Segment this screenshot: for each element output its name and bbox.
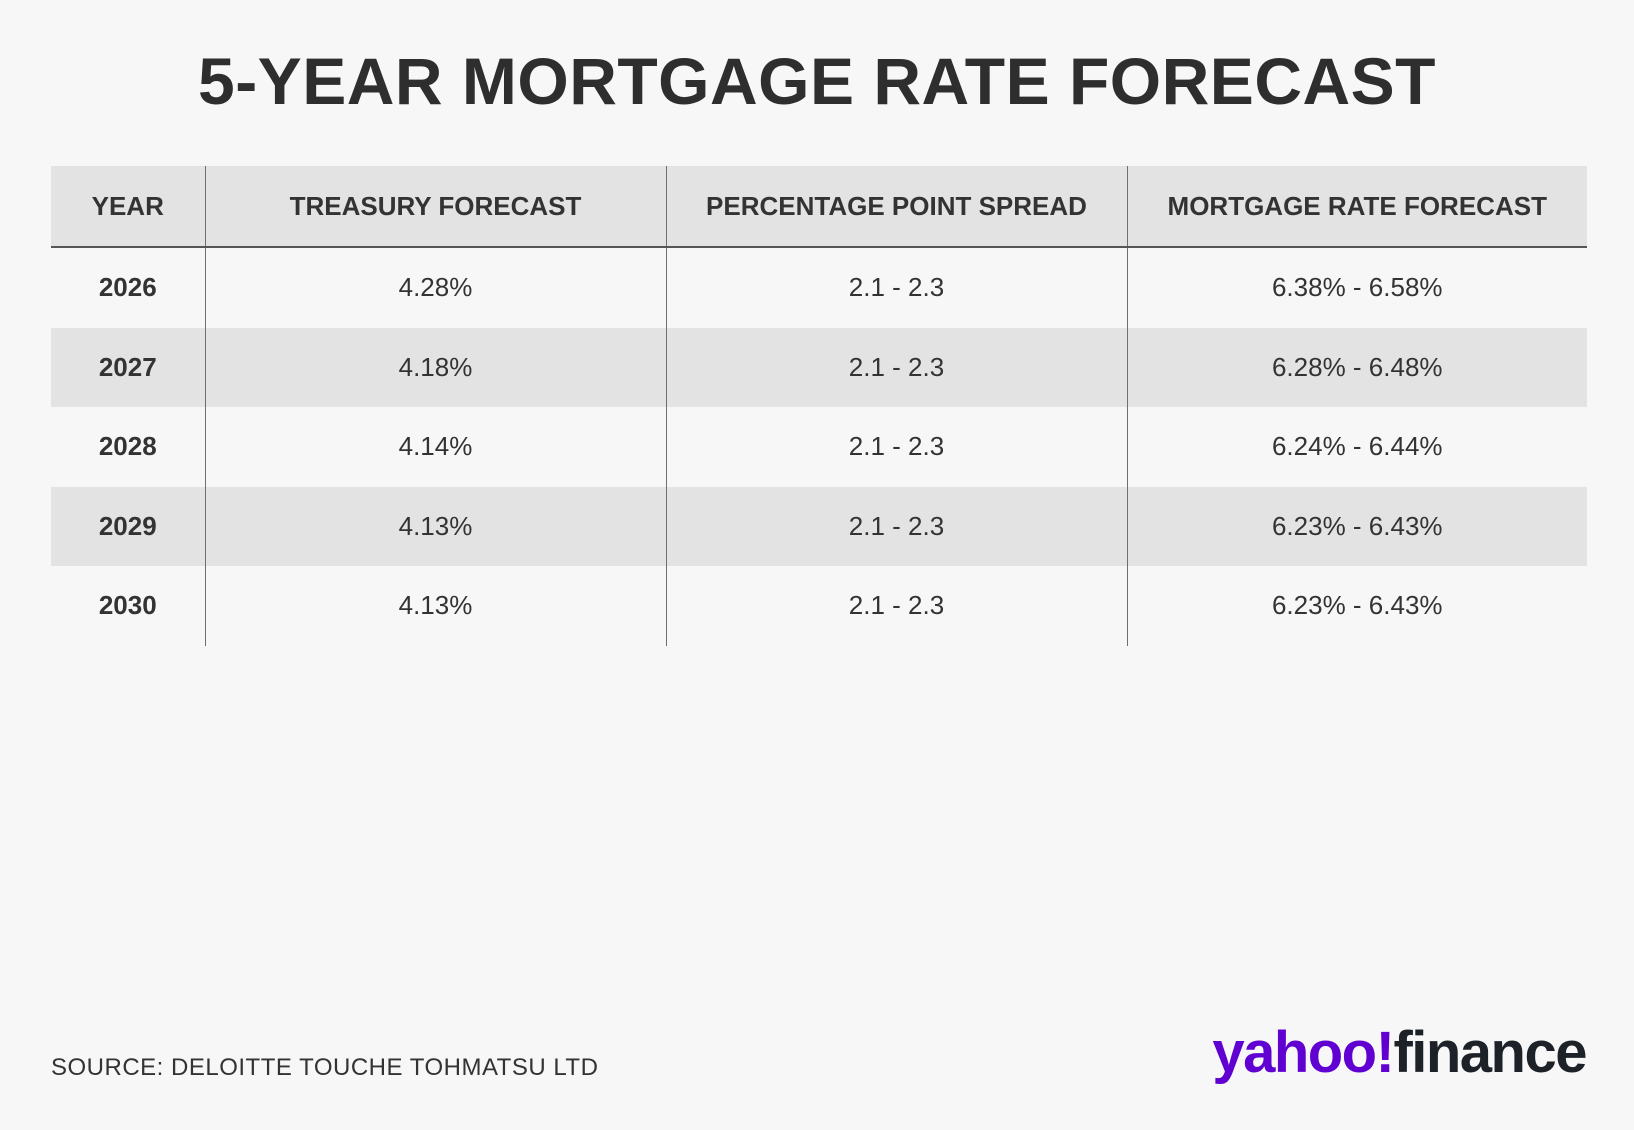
treasury-forecast-cell: 4.14% xyxy=(205,407,667,487)
mortgage-rate-cell: 6.28% - 6.48% xyxy=(1127,327,1587,407)
column-header-percentage-point-spread: PERCENTAGE POINT SPREAD xyxy=(666,166,1128,248)
year-cell: 2028 xyxy=(51,407,206,487)
table-row: 2027 4.18% 2.1 - 2.3 6.28% - 6.48% xyxy=(51,327,1587,407)
year-cell: 2030 xyxy=(51,566,206,646)
treasury-forecast-cell: 4.18% xyxy=(205,327,667,407)
mortgage-rate-cell: 6.23% - 6.43% xyxy=(1271,590,1443,621)
header-row: YEAR TREASURY FORECAST PERCENTAGE POINT … xyxy=(51,166,1587,248)
spread-cell: 2.1 - 2.3 xyxy=(666,486,1128,566)
table-row: 2026 4.28% 2.1 - 2.3 6.38% - 6.58% xyxy=(51,247,1587,328)
logo-finance-text: finance xyxy=(1393,1020,1587,1085)
spread-cell: 2.1 - 2.3 xyxy=(666,247,1128,328)
forecast-table-container: YEAR TREASURY FORECAST PERCENTAGE POINT … xyxy=(51,166,1587,646)
mortgage-rate-cell: 6.38% - 6.58% xyxy=(1271,272,1443,303)
source-note: SOURCE: DELOITTE TOUCHE TOHMATSU LTD xyxy=(51,1054,599,1081)
table-header: YEAR TREASURY FORECAST PERCENTAGE POINT … xyxy=(51,166,1587,248)
logo-yahoo-text: yahoo! xyxy=(1212,1020,1395,1085)
column-header-year: YEAR xyxy=(51,166,206,248)
column-header-mortgage-rate-forecast: MORTGAGE RATE FORECAST xyxy=(1127,166,1587,248)
table-row: 2028 4.14% 2.1 - 2.3 6.24% - 6.44% xyxy=(51,407,1587,487)
year-cell: 2026 xyxy=(51,247,206,328)
forecast-table: YEAR TREASURY FORECAST PERCENTAGE POINT … xyxy=(51,166,1587,646)
treasury-forecast-cell: 4.13% xyxy=(205,566,667,646)
table-row: 2030 4.13% 2.1 - 2.3 6.23% - 6.43% xyxy=(51,566,1587,646)
mortgage-rate-cell: 6.23% - 6.43% xyxy=(1127,486,1587,566)
treasury-forecast-cell: 4.28% xyxy=(205,247,667,328)
column-header-treasury-forecast: TREASURY FORECAST xyxy=(205,166,667,248)
treasury-forecast-cell: 4.13% xyxy=(205,486,667,566)
mortgage-rate-cell: 6.24% - 6.44% xyxy=(1271,431,1443,462)
yahoo-finance-logo: yahoo!finance xyxy=(1212,1018,1587,1088)
page-title: 5-YEAR MORTGAGE RATE FORECAST xyxy=(198,44,1436,118)
year-cell: 2029 xyxy=(51,486,206,566)
spread-cell: 2.1 - 2.3 xyxy=(666,407,1128,487)
spread-cell: 2.1 - 2.3 xyxy=(666,566,1128,646)
year-cell: 2027 xyxy=(51,327,206,407)
table-row: 2029 4.13% 2.1 - 2.3 6.23% - 6.43% xyxy=(51,486,1587,566)
spread-cell: 2.1 - 2.3 xyxy=(666,327,1128,407)
table-body: 2026 4.28% 2.1 - 2.3 6.38% - 6.58% 2027 … xyxy=(51,247,1587,646)
